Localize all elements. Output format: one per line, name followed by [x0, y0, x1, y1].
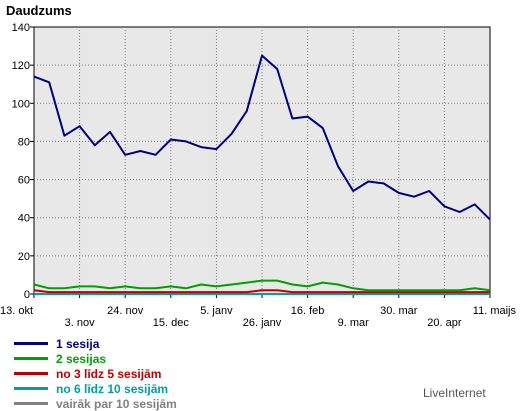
legend-label: no 6 līdz 10 sesijām: [56, 381, 169, 396]
legend-item: no 3 līdz 5 sesijām: [14, 366, 177, 381]
x-tick-label: 9. mar: [338, 317, 370, 329]
series-line: [33, 279, 491, 292]
y-tick-label: 120: [12, 60, 30, 72]
series-line: [33, 289, 490, 294]
legend-item: vairāk par 10 sesijām: [14, 396, 177, 411]
x-tick-label: 24. nov: [107, 305, 144, 317]
line-chart: Daudzums 0 20 40 60 80 100 120 140 13. okt 3. no…: [0, 3, 516, 329]
legend: 1 sesija 2 sesijas no 3 līdz 5 sesijām no 6…: [14, 336, 177, 411]
y-tick-label: 20: [18, 251, 30, 263]
y-tick-label: 140: [12, 22, 30, 34]
y-tick-label: 0: [24, 289, 30, 301]
x-tick-label: 16. feb: [291, 305, 325, 317]
x-tick-label: 20. apr: [427, 317, 462, 329]
y-tick-label: 60: [18, 175, 30, 187]
x-tick-label: 3. nov: [65, 317, 95, 329]
x-tick-label: 5. janv: [200, 305, 233, 317]
legend-label: 2 sesijas: [56, 351, 107, 366]
y-tick-labels: 0 20 40 60 80 100 120 140: [12, 22, 34, 301]
legend-item: no 6 līdz 10 sesijām: [14, 381, 177, 396]
legend-swatch: [14, 402, 48, 405]
series-line: [33, 54, 491, 221]
legend-label: no 3 līdz 5 sesijām: [56, 366, 162, 381]
x-tick-label: 30. mar: [380, 305, 418, 317]
legend-item: 2 sesijas: [14, 351, 177, 366]
y-axis-label: Daudzums: [6, 3, 72, 18]
legend-swatch: [14, 357, 48, 360]
legend-item: 1 sesija: [14, 336, 177, 351]
x-tick-label: 13. okt: [0, 305, 33, 317]
series-lines: [33, 54, 491, 295]
x-tick-labels: 13. okt 3. nov 24. nov 15. dec 5. janv 26. ja…: [0, 294, 516, 329]
x-tick-label: 15. dec: [153, 317, 190, 329]
brand-label: LiveInternet: [423, 386, 486, 400]
x-tick-label: 11. maijs: [473, 305, 517, 317]
y-tick-label: 40: [18, 213, 30, 225]
legend-label: 1 sesija: [56, 336, 100, 351]
y-tick-label: 100: [12, 98, 30, 110]
x-tick-label: 26. janv: [243, 317, 282, 329]
legend-swatch: [14, 387, 48, 390]
legend-label: vairāk par 10 sesijām: [56, 396, 177, 411]
legend-swatch: [14, 342, 48, 345]
plot-area: [33, 26, 491, 295]
legend-swatch: [14, 372, 48, 375]
y-tick-label: 80: [18, 136, 30, 148]
grid-lines: [34, 27, 490, 294]
